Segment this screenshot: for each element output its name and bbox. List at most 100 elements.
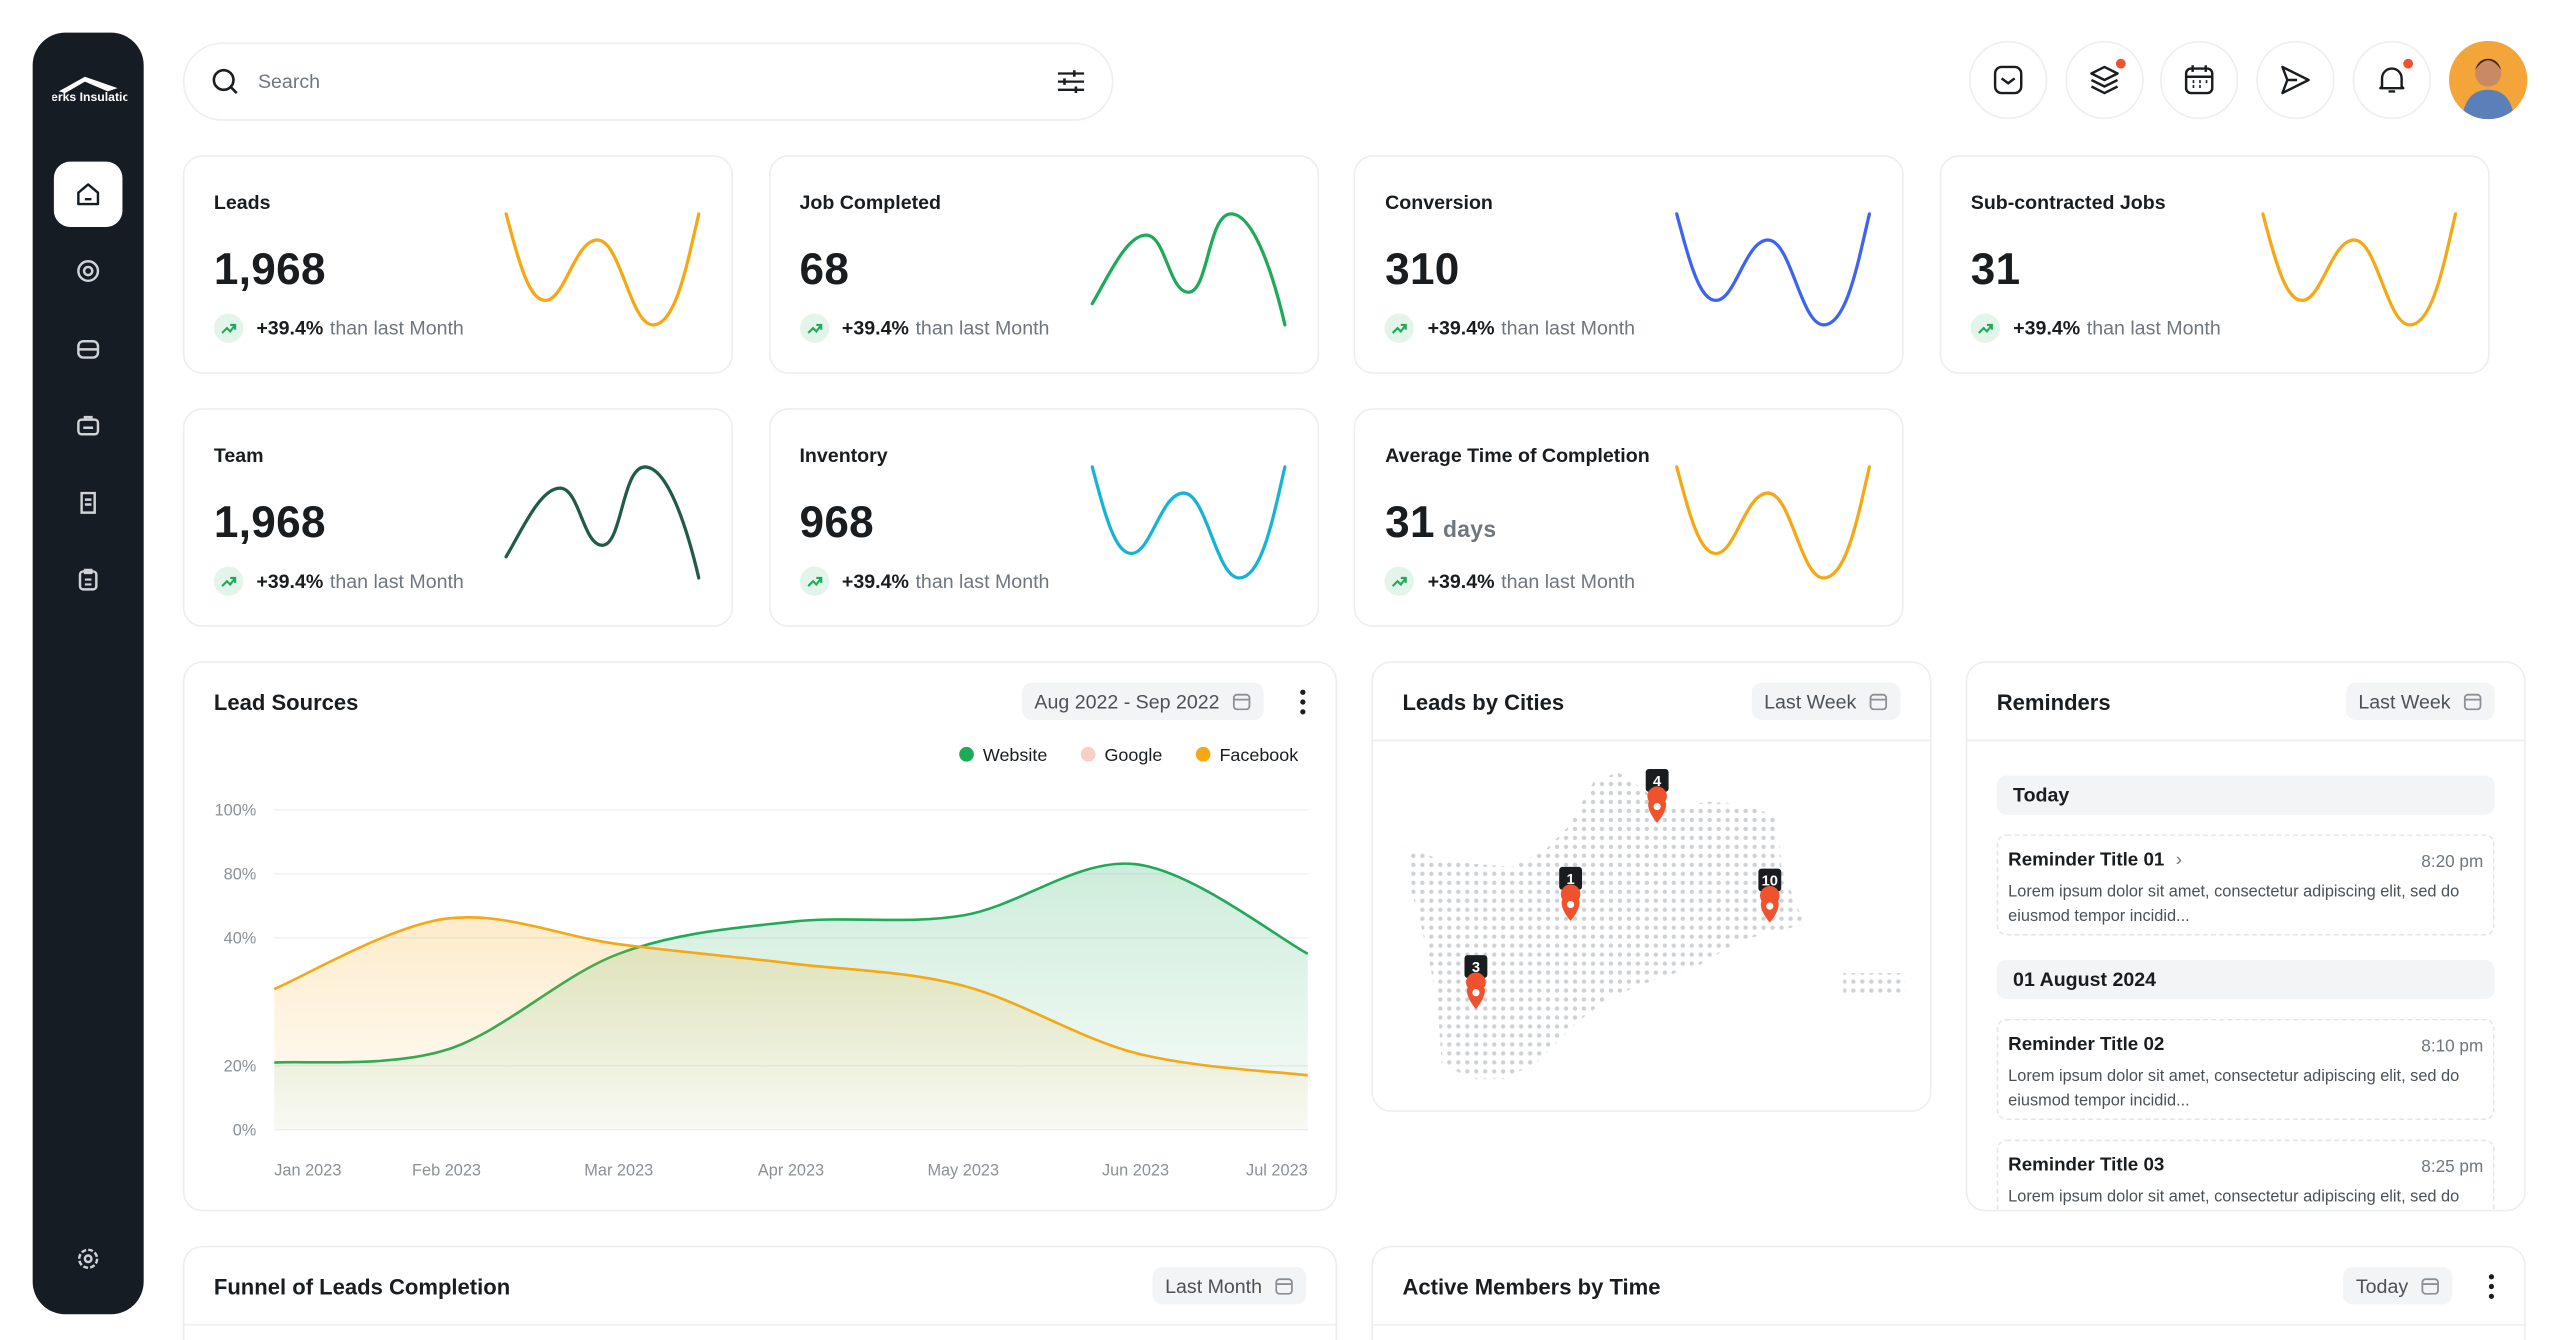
reminder-time: 8:25 pm: [2421, 1157, 2484, 1178]
change-note: than last Month: [1501, 316, 1636, 340]
stat-value-row: 68: [799, 245, 849, 296]
legend-label: Website: [983, 745, 1047, 765]
brand: Berks Insulation: [52, 90, 127, 104]
period-text: Today: [2355, 1274, 2409, 1298]
stat-label: Inventory: [799, 444, 888, 467]
stat-change: +39.4% than last Month: [213, 566, 464, 596]
nav-invoices[interactable]: [54, 470, 123, 535]
reminder-title: Reminder Title 01 ›: [2008, 850, 2183, 871]
stat-value-row: 1,968: [214, 498, 326, 549]
pin-dot: [1472, 989, 1480, 997]
reminder-group: 01 August 2024: [1996, 959, 2495, 1000]
panel-title: Leads by Cities: [1402, 690, 1565, 716]
series-area: [274, 917, 1308, 1130]
search-placeholder: Search: [257, 70, 321, 94]
sparkline: [504, 212, 701, 327]
more-menu[interactable]: [2488, 1273, 2495, 1299]
period-filter[interactable]: Last Week: [1751, 682, 1901, 720]
stat-value: 1,968: [213, 497, 326, 547]
stat-value-row: 968: [799, 498, 874, 549]
period-filter[interactable]: Last Month: [1152, 1266, 1307, 1305]
divider: [1967, 739, 2525, 742]
map-pin: 4: [1645, 768, 1669, 823]
y-tick-label: 100%: [215, 802, 257, 820]
change-note: than last Month: [329, 316, 464, 340]
avatar[interactable]: [2448, 40, 2528, 120]
stat-card: Sub-contracted Jobs 31 +39.4% than last Mon…: [1939, 155, 2490, 374]
nav-settings[interactable]: [54, 1226, 123, 1291]
pin-label-bg: [1464, 955, 1488, 978]
layers-button[interactable]: [2065, 40, 2144, 120]
pin-label-bg: [1645, 768, 1669, 792]
trend-icon: [213, 313, 244, 343]
series-line: [273, 915, 1308, 1077]
sparkline-path: [504, 212, 701, 327]
stat-label: Team: [213, 444, 264, 467]
pin-label: 1: [1567, 872, 1575, 888]
map-pin: 10: [1758, 868, 1782, 923]
calendar-button[interactable]: [2159, 40, 2239, 120]
change-value: +39.4%: [841, 316, 909, 340]
sparkline-path: [504, 465, 701, 580]
y-tick-label: 80%: [224, 866, 257, 884]
search-icon: [212, 68, 238, 94]
period-filter[interactable]: Last Week: [2345, 682, 2495, 720]
send-button[interactable]: [2256, 40, 2335, 120]
stat-value-row: 1,968: [214, 245, 326, 296]
stat-change: +39.4% than last Month: [799, 313, 1049, 343]
nav-database[interactable]: [54, 317, 123, 382]
stat-label: Average Time of Completion: [1385, 444, 1650, 467]
stat-card: Conversion 310 +39.4% than last Month: [1354, 155, 1905, 374]
nav-reports[interactable]: [54, 547, 123, 612]
date-range-text: Aug 2022 - Sep 2022: [1034, 689, 1220, 713]
change-value: +39.4%: [841, 569, 909, 593]
period-filter[interactable]: Today: [2342, 1266, 2453, 1305]
reminder-item[interactable]: Reminder Title 03 8:25 pm Lorem ipsum dolo…: [1996, 1139, 2495, 1210]
change-note: than last Month: [2086, 316, 2221, 340]
notifications-button[interactable]: [2352, 40, 2432, 120]
legend-label: Facebook: [1219, 745, 1298, 765]
pin-label: 10: [1762, 874, 1778, 890]
reminder-item[interactable]: Reminder Title 02 8:10 pm Lorem ipsum dolo…: [1996, 1018, 2495, 1120]
nav-home[interactable]: [53, 161, 123, 227]
reminder-body: Lorem ipsum dolor sit amet, consectetur …: [2008, 883, 2460, 925]
stat-label: Conversion: [1385, 191, 1493, 214]
map-islands: [1843, 973, 1906, 996]
legend-swatch: [1080, 746, 1096, 762]
panel-title: Lead Sources: [213, 690, 359, 716]
lead-sources-panel: Lead Sources Aug 2022 - Sep 2022 0% 20% 40…: [182, 661, 1338, 1212]
change-value: +39.4%: [256, 316, 324, 340]
stat-card: Team 1,968 +39.4% than last Month: [182, 408, 734, 627]
reminder-item[interactable]: Reminder Title 01 › 8:20 pm Lorem ipsum dol…: [1996, 834, 2495, 936]
nav-activity[interactable]: [54, 238, 123, 303]
more-menu[interactable]: [1300, 689, 1307, 715]
search-bar[interactable]: Search: [182, 42, 1114, 121]
period-text: Last Week: [2358, 689, 2451, 713]
change-note: than last Month: [1501, 569, 1636, 593]
pin-label: 4: [1653, 774, 1662, 790]
stat-label: Leads: [213, 191, 271, 214]
reminder-body: Lorem ipsum dolor sit amet, consectetur …: [2008, 1067, 2460, 1110]
legend-swatch: [959, 746, 974, 762]
panel-title: Reminders: [1996, 690, 2111, 716]
map-pin: 3: [1464, 955, 1488, 1009]
reminder-group: Today: [1996, 775, 2495, 815]
period-text: Last Week: [1764, 689, 1857, 713]
date-range[interactable]: Aug 2022 - Sep 2022: [1021, 682, 1264, 720]
stat-value: 968: [799, 497, 875, 547]
x-tick-label: May 2023: [927, 1162, 999, 1180]
sidebar: Berks Insulation: [32, 32, 144, 1315]
pin-dot: [1567, 900, 1575, 909]
stat-value-row: 31 days: [1385, 498, 1496, 549]
legend-label: Google: [1104, 745, 1162, 765]
inbox-button[interactable]: [1968, 40, 2048, 120]
sparkline: [504, 465, 701, 580]
stat-value-row: 31: [1971, 245, 2021, 296]
reminders-panel: Reminders Last Week Today Reminder Title …: [1965, 661, 2526, 1212]
leads-by-cities-panel: Leads by Cities Last Week 4 1 10 3: [1371, 661, 1932, 1112]
stat-change: +39.4% than last Month: [799, 566, 1049, 596]
filter-icon[interactable]: [1056, 69, 1085, 95]
nav-jobs[interactable]: [54, 393, 123, 458]
pin-label-bg: [1758, 868, 1782, 892]
